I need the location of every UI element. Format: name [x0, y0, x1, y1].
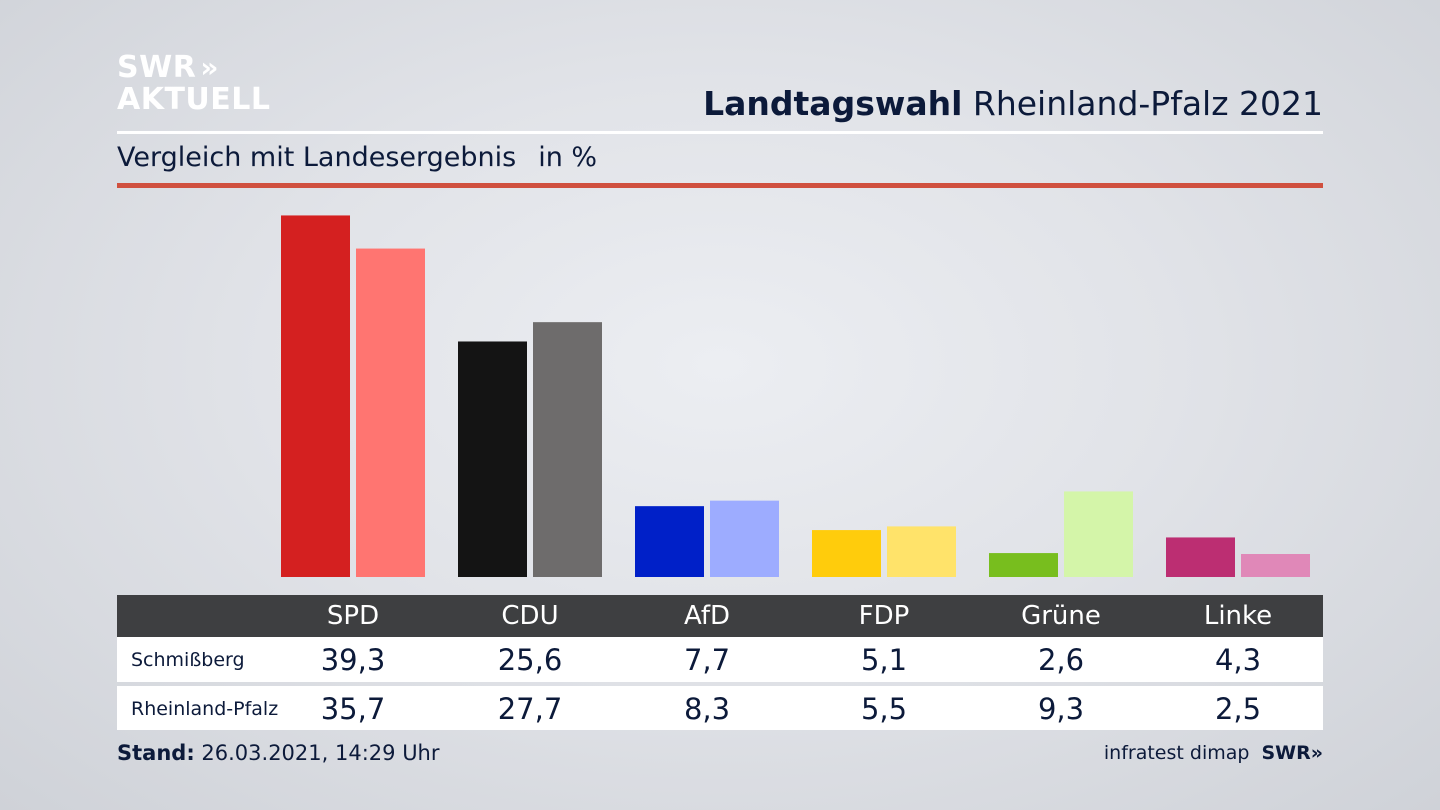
- bar-cdu-state: [533, 322, 602, 577]
- bar-chart: [281, 215, 1310, 577]
- table-header: SPD CDU AfD FDP Grüne Linke: [117, 595, 1323, 637]
- bar-cdu-local: [458, 341, 527, 577]
- timestamp: Stand: 26.03.2021, 14:29 Uhr: [117, 741, 440, 765]
- data-label: 25,6: [497, 643, 563, 677]
- page-title: Landtagswahl Rheinland-Pfalz 2021: [703, 84, 1323, 123]
- column-header-grne: Grüne: [1021, 601, 1101, 631]
- bar-fdp-local: [812, 530, 881, 577]
- subtitle-text: Vergleich mit Landesergebnis: [117, 142, 517, 173]
- bar-linke-state: [1241, 554, 1310, 577]
- data-label: 9,3: [1037, 692, 1085, 726]
- column-header-cdu: CDU: [501, 601, 559, 631]
- swr-logo: SWR»: [1261, 742, 1323, 764]
- title-rest: Rheinland-Pfalz 2021: [972, 84, 1323, 123]
- row-label: Schmißberg: [131, 649, 245, 671]
- bar-grne-local: [989, 553, 1058, 577]
- data-label: 27,7: [497, 692, 563, 726]
- results-table: SPD CDU AfD FDP Grüne Linke Schmißberg 39,3 25…: [117, 595, 1323, 730]
- row-label: Rheinland-Pfalz: [131, 698, 279, 720]
- source-credit: infratest dimap SWR»: [1104, 742, 1323, 764]
- stand-label: Stand:: [117, 741, 195, 765]
- column-header-fdp: FDP: [858, 601, 910, 631]
- source-label: infratest dimap: [1103, 742, 1250, 764]
- bar-afd-state: [710, 500, 779, 577]
- data-label: 2,6: [1037, 643, 1085, 677]
- logo-aktuell: AKTUELL: [117, 82, 271, 117]
- unit-label: in %: [538, 142, 598, 173]
- accent-divider: [117, 183, 1323, 188]
- column-header-afd: AfD: [683, 601, 731, 631]
- title-divider: [117, 131, 1323, 134]
- bar-grne-state: [1064, 491, 1133, 577]
- data-label: 5,5: [860, 692, 908, 726]
- column-header-linke: Linke: [1203, 601, 1273, 631]
- data-label: 4,3: [1214, 643, 1262, 677]
- table-row-schmissberg: Schmißberg 39,3 25,6 7,7 5,1 2,6 4,3: [117, 637, 1323, 682]
- logo-swr: SWR: [117, 50, 197, 85]
- data-label: 35,7: [320, 692, 386, 726]
- title-bold: Landtagswahl: [703, 84, 963, 123]
- swr-aktuell-logo: SWR» AKTUELL: [117, 52, 271, 116]
- bar-spd-state: [356, 248, 425, 577]
- bar-afd-local: [635, 506, 704, 577]
- stand-value: 26.03.2021, 14:29 Uhr: [201, 741, 440, 765]
- swr-brand: SWR: [1261, 742, 1311, 764]
- chart-subtitle: Vergleich mit Landesergebnis in %: [117, 142, 597, 173]
- swr-chevron-icon: »: [1310, 742, 1323, 764]
- table-row-rheinland-pfalz: Rheinland-Pfalz 35,7 27,7 8,3 5,5 9,3 2,5: [117, 686, 1323, 730]
- data-label: 8,3: [683, 692, 731, 726]
- column-header-spd: SPD: [326, 601, 380, 631]
- data-label: 39,3: [320, 643, 386, 677]
- bar-fdp-state: [887, 526, 956, 577]
- bar-spd-local: [281, 215, 350, 577]
- data-label: 2,5: [1214, 692, 1262, 726]
- bar-linke-local: [1166, 537, 1235, 577]
- data-label: 5,1: [860, 643, 908, 677]
- data-label: 7,7: [683, 643, 731, 677]
